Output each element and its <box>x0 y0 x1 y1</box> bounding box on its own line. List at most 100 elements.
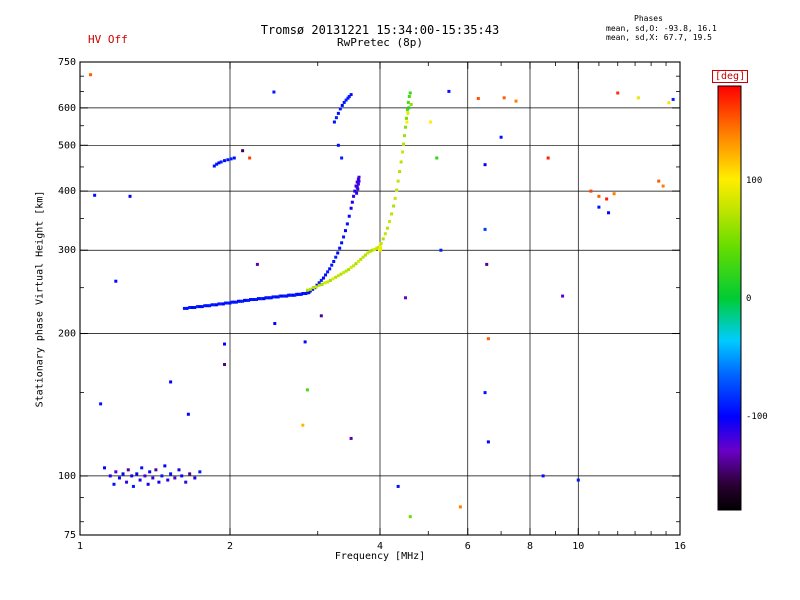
phase-stats: Phases mean, sd,O: -93.8, 16.1 mean, sd,… <box>606 14 717 43</box>
data-point <box>407 106 411 110</box>
data-point <box>314 285 318 289</box>
data-point <box>320 282 324 286</box>
data-point <box>112 482 116 486</box>
data-point <box>353 189 357 193</box>
data-point <box>355 185 359 189</box>
data-point <box>402 142 406 146</box>
data-point <box>324 273 328 277</box>
data-point <box>546 156 550 160</box>
data-point <box>317 283 321 287</box>
data-point <box>347 214 351 218</box>
data-point <box>612 192 616 196</box>
data-point <box>182 306 186 310</box>
data-point <box>326 270 330 274</box>
data-point <box>502 96 506 100</box>
data-point <box>349 206 353 210</box>
data-point <box>408 515 412 519</box>
data-point <box>334 116 338 120</box>
data-point <box>357 179 361 183</box>
data-point <box>276 295 280 299</box>
data-point <box>379 241 383 245</box>
data-point <box>483 227 487 231</box>
y-tick-label: 75 <box>64 530 76 541</box>
chart-title: Tromsø 20131221 15:34:00-15:35:43 <box>260 23 500 37</box>
data-point <box>254 298 258 302</box>
data-point <box>403 134 407 138</box>
data-point <box>435 156 439 160</box>
data-point <box>223 159 227 163</box>
data-point <box>151 476 155 480</box>
chart-subtitle: RwPretec (8p) <box>336 36 424 49</box>
data-point <box>267 296 271 300</box>
data-point <box>157 480 161 484</box>
data-point <box>154 468 158 472</box>
data-point <box>200 305 204 309</box>
data-point <box>395 188 399 192</box>
data-point <box>485 262 489 266</box>
data-point <box>334 275 338 279</box>
data-point <box>299 292 303 296</box>
data-point <box>342 271 346 275</box>
data-point <box>379 246 383 250</box>
data-point <box>223 362 227 366</box>
data-point <box>148 470 152 474</box>
data-point <box>390 212 394 216</box>
data-point <box>409 102 413 106</box>
data-point <box>408 91 412 95</box>
data-point <box>301 292 305 296</box>
data-point <box>278 294 282 298</box>
data-point <box>212 164 216 168</box>
data-point <box>262 297 266 301</box>
data-point <box>307 291 311 295</box>
data-point <box>256 297 260 301</box>
y-tick-label: 750 <box>58 57 76 68</box>
data-point <box>405 120 409 124</box>
data-point <box>428 120 432 124</box>
data-point <box>370 248 374 252</box>
data-point <box>589 189 593 193</box>
data-point <box>186 412 190 416</box>
data-point <box>368 250 372 254</box>
data-point <box>234 300 238 304</box>
x-tick-label: 4 <box>377 541 383 552</box>
data-point <box>407 95 411 99</box>
data-point <box>219 160 223 164</box>
data-point <box>350 200 354 204</box>
data-point <box>232 156 236 160</box>
data-point <box>597 194 601 198</box>
data-point <box>185 306 189 310</box>
data-point <box>349 436 353 440</box>
data-point <box>160 474 164 478</box>
data-point <box>328 278 332 282</box>
data-point <box>476 96 480 100</box>
x-tick-label: 1 <box>77 541 83 552</box>
x-tick-label: 10 <box>572 541 584 552</box>
data-point <box>221 302 225 306</box>
phase-stats-o: mean, sd,O: -93.8, 16.1 <box>606 23 717 33</box>
data-point <box>264 296 268 300</box>
data-point <box>232 300 236 304</box>
data-point <box>607 211 611 215</box>
data-point <box>248 156 252 160</box>
data-point <box>229 157 233 161</box>
data-point <box>321 276 325 280</box>
data-point <box>363 253 367 257</box>
data-point <box>328 267 332 271</box>
data-point <box>447 89 451 93</box>
x-tick-label: 2 <box>227 541 233 552</box>
data-point <box>173 476 177 480</box>
data-point <box>217 161 221 165</box>
data-point <box>283 294 287 298</box>
data-point <box>280 294 284 298</box>
y-tick-label: 400 <box>58 186 76 197</box>
data-point <box>208 304 212 308</box>
data-point <box>117 476 121 480</box>
data-point <box>275 295 279 299</box>
data-point <box>219 302 223 306</box>
data-point <box>345 222 349 226</box>
data-point <box>131 484 135 488</box>
data-point <box>114 470 118 474</box>
data-point <box>357 175 361 179</box>
data-point <box>616 91 620 95</box>
data-point <box>188 306 192 310</box>
